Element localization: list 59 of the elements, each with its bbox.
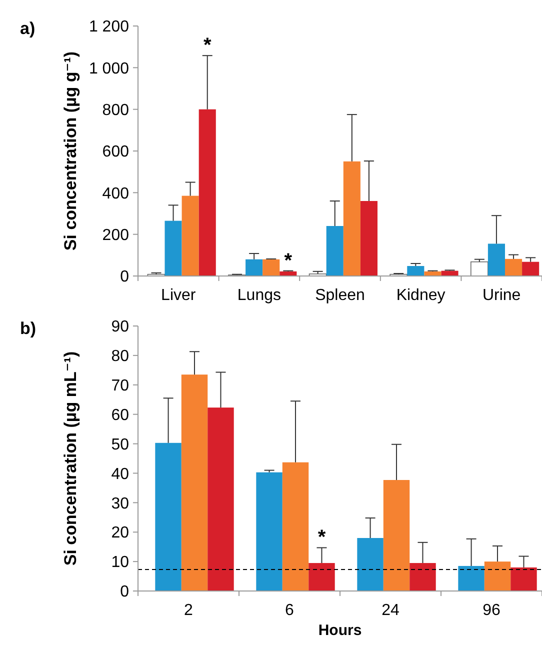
bar (484, 562, 511, 591)
y-tick-label: 80 (111, 348, 130, 366)
bar (458, 566, 484, 591)
chart-title: b) (20, 319, 36, 338)
y-tick-label: 800 (102, 102, 130, 119)
data-label: * (284, 250, 292, 272)
chart-title: a) (20, 19, 36, 38)
x-tick-label: Kidney (396, 287, 446, 304)
y-tick-label: 200 (102, 226, 130, 244)
bar (282, 462, 309, 591)
bar (357, 538, 384, 591)
y-tick-label: 30 (111, 495, 130, 512)
x-tick-label: Liver (161, 287, 196, 304)
bar (246, 259, 263, 276)
y-tick-label: 40 (111, 466, 130, 483)
y-tick-label: 10 (111, 554, 130, 572)
bar (522, 262, 540, 276)
y-axis-title: Si concentration (µg mL⁻¹) (61, 351, 80, 566)
x-axis-title: Hours (318, 622, 362, 639)
data-label: * (318, 526, 326, 549)
y-tick-label: 600 (102, 144, 130, 161)
bar (208, 408, 234, 591)
bar (410, 563, 436, 591)
bar (360, 201, 378, 276)
bar (262, 259, 280, 276)
bar (326, 226, 344, 276)
y-tick-label: 1 200 (88, 18, 130, 36)
bar (182, 196, 199, 276)
y-tick-label: 400 (102, 185, 130, 202)
y-tick-label: 70 (111, 377, 130, 394)
bar (504, 258, 522, 276)
bar (308, 563, 335, 591)
y-tick-label: 90 (111, 318, 130, 336)
x-tick-label: Urine (482, 287, 521, 304)
y-tick-label: 60 (111, 406, 130, 424)
y-axis-title: Si concentration (µg g⁻¹) (61, 51, 80, 251)
bar (407, 266, 424, 276)
y-tick-label: 1 000 (88, 60, 130, 78)
y-tick-label: 0 (120, 268, 130, 286)
bar (164, 220, 182, 276)
x-tick-label: 24 (382, 602, 400, 619)
y-tick-label: 20 (111, 524, 130, 542)
y-tick-label: 0 (120, 584, 130, 601)
x-tick-label: 2 (184, 602, 194, 619)
x-tick-label: Lungs (237, 287, 281, 304)
bar (383, 480, 410, 591)
bar (343, 161, 360, 276)
data-label: * (203, 34, 212, 57)
bar (470, 261, 488, 276)
x-tick-label: 96 (482, 602, 500, 619)
x-tick-label: 6 (285, 602, 294, 619)
bar (488, 244, 505, 276)
x-tick-label: Spleen (315, 287, 365, 304)
bar (510, 567, 537, 591)
bar (256, 472, 282, 591)
bar (155, 442, 182, 591)
bar (181, 374, 208, 591)
bar (198, 109, 216, 276)
y-tick-label: 50 (111, 436, 130, 454)
